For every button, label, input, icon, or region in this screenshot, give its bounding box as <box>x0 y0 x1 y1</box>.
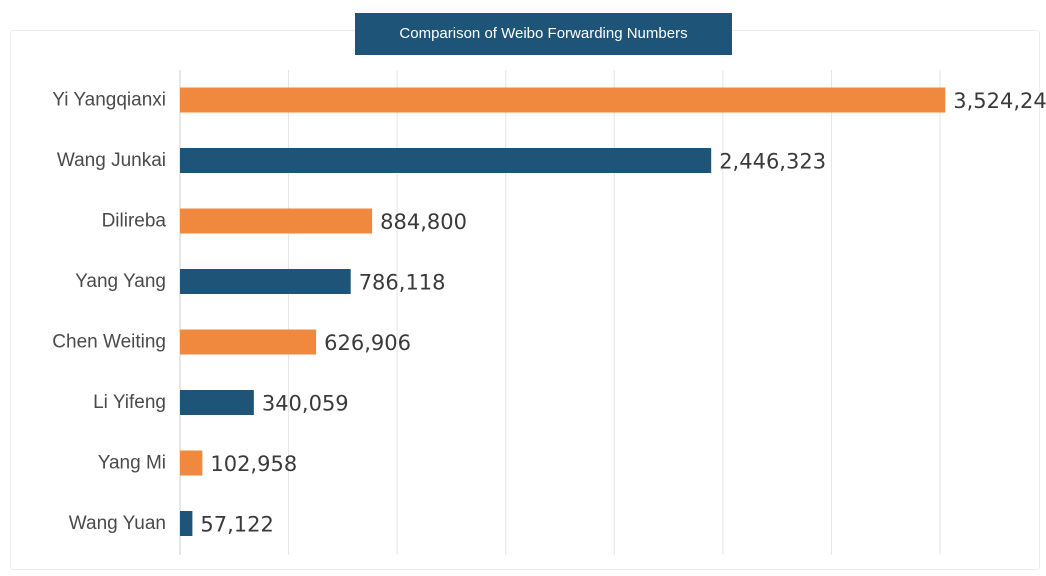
chart-frame <box>10 30 1040 570</box>
category-label: Chen Weiting <box>52 332 166 353</box>
bar <box>180 148 712 173</box>
category-label: Yi Yangqianxi <box>52 90 166 111</box>
category-label: Yang Yang <box>75 271 166 292</box>
data-label: 626,906 <box>324 331 411 355</box>
bar <box>180 450 203 476</box>
data-label: 2,446,323 <box>719 150 826 174</box>
bar <box>180 269 351 294</box>
category-label: Yang Mi <box>98 453 166 474</box>
data-label: 884,800 <box>380 210 467 234</box>
data-label: 57,122 <box>200 513 273 537</box>
bar <box>180 208 373 234</box>
data-label: 786,118 <box>359 271 446 295</box>
bar <box>180 87 946 113</box>
data-label: 102,958 <box>210 452 297 476</box>
bar <box>180 390 254 415</box>
bar <box>180 511 193 536</box>
data-label: 340,059 <box>262 392 349 416</box>
bar <box>180 329 317 355</box>
category-label: Wang Junkai <box>57 150 166 171</box>
chart-title: Comparison of Weibo Forwarding Numbers <box>355 13 732 55</box>
category-label: Wang Yuan <box>69 513 166 534</box>
category-label: Li Yifeng <box>93 392 166 413</box>
category-label: Dilireba <box>102 211 167 232</box>
data-label: 3,524,241 <box>953 89 1046 113</box>
